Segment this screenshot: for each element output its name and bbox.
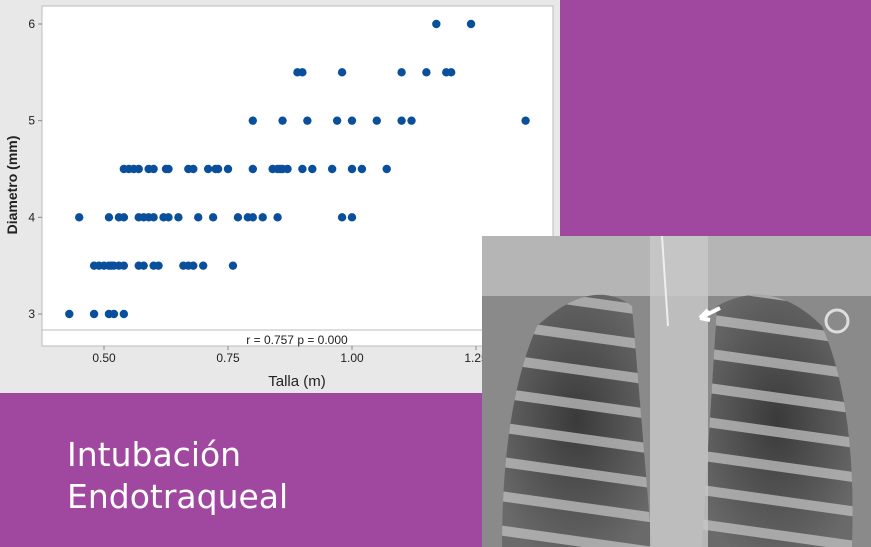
slide-heading: Intubación Endotraqueal (67, 434, 288, 518)
data-point (174, 213, 183, 222)
data-point (337, 213, 347, 222)
data-point (149, 213, 158, 222)
data-point (397, 116, 406, 125)
data-point (65, 309, 74, 319)
data-point (283, 164, 292, 174)
data-point (119, 213, 129, 222)
data-point (109, 309, 119, 319)
x-axis-label: Talla (m) (268, 373, 326, 390)
data-point (104, 213, 114, 222)
data-point (139, 261, 148, 270)
data-point (347, 116, 357, 125)
heading-line-2: Endotraqueal (67, 477, 289, 516)
data-point (397, 68, 406, 77)
data-point (521, 116, 530, 125)
data-point (189, 164, 198, 174)
data-point (248, 213, 257, 222)
data-point (278, 116, 287, 125)
annotation-text: r = 0.757 p = 0.000 (246, 333, 348, 347)
data-point (203, 164, 213, 174)
data-point (134, 164, 143, 174)
data-point (119, 309, 129, 319)
data-point (332, 116, 342, 125)
data-point (327, 164, 337, 174)
data-point (357, 164, 367, 174)
data-point (154, 261, 163, 270)
data-point (213, 164, 223, 174)
y-tick-label: 3 (28, 307, 35, 321)
data-point (382, 164, 391, 174)
data-point (199, 261, 208, 270)
data-point (228, 261, 238, 270)
data-point (233, 213, 243, 222)
data-point (298, 164, 307, 174)
data-point (208, 213, 218, 222)
x-tick-label: 0.50 (92, 351, 116, 365)
data-point (372, 116, 381, 125)
data-point (337, 68, 347, 77)
x-tick-label: 0.75 (216, 351, 240, 365)
chest-xray-image (482, 236, 871, 547)
data-point (303, 116, 312, 125)
data-point (223, 164, 233, 174)
data-point (298, 68, 307, 77)
data-point (407, 116, 416, 125)
data-point (422, 68, 431, 77)
data-point (258, 213, 267, 222)
data-point (189, 261, 198, 270)
y-tick-label: 5 (28, 114, 35, 128)
data-point (75, 213, 84, 222)
y-tick-label: 6 (28, 17, 35, 31)
data-point (432, 19, 441, 29)
arrow-marker (698, 306, 721, 322)
data-point (347, 164, 357, 174)
data-point (149, 164, 158, 174)
data-point (248, 116, 257, 125)
data-point (164, 213, 173, 222)
y-tick-label: 4 (28, 210, 35, 224)
data-point (447, 68, 456, 77)
data-point (89, 309, 99, 319)
data-point (248, 164, 257, 174)
data-point (119, 261, 129, 270)
y-axis-label: Diametro (mm) (4, 136, 20, 235)
data-point (466, 19, 476, 29)
data-point (164, 164, 173, 174)
data-point (273, 213, 282, 222)
data-point (194, 213, 203, 222)
plot-area (41, 5, 554, 331)
x-tick-label: 1.00 (340, 351, 364, 365)
data-point (308, 164, 317, 174)
data-point (347, 213, 357, 222)
heading-line-1: Intubación (67, 435, 242, 474)
